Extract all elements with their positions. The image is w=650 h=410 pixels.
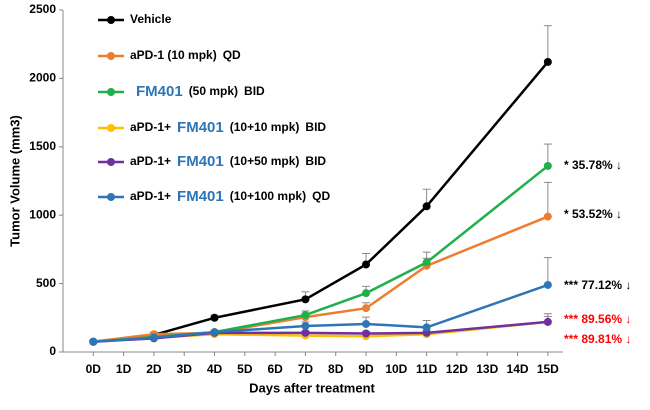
- point: [301, 311, 310, 320]
- point: [422, 328, 431, 337]
- point: [422, 323, 431, 332]
- x-tick-label: 0D: [86, 362, 102, 376]
- legend-marker: [107, 158, 115, 166]
- y-tick-label: 500: [36, 276, 56, 290]
- x-tick-label: 14D: [507, 362, 529, 376]
- legend-label-part: aPD-1+: [130, 120, 171, 134]
- x-tick-label: 5D: [237, 362, 253, 376]
- legend-label-part: FM401: [177, 188, 224, 205]
- legend-label-part: QD: [312, 189, 330, 203]
- legend-label: aPD-1 (10 mpk) QD: [130, 48, 241, 62]
- legend-marker: [107, 88, 115, 96]
- legend-label: Vehicle: [130, 12, 172, 26]
- legend-label: aPD-1+ FM401 (10+50 mpk) BID: [130, 153, 326, 170]
- x-tick-label: 4D: [207, 362, 223, 376]
- x-tick-label: 2D: [146, 362, 162, 376]
- x-tick-label: 15D: [537, 362, 559, 376]
- point: [543, 161, 552, 170]
- x-tick-label: 9D: [358, 362, 374, 376]
- error-bar: [543, 25, 552, 62]
- point: [301, 295, 310, 304]
- x-tick-label: 3D: [177, 362, 193, 376]
- annotation: * 35.78% ↓: [564, 158, 622, 172]
- legend-label-part: (50 mpk): [189, 84, 238, 98]
- legend-marker: [107, 16, 115, 24]
- legend-label-part: aPD-1+: [130, 189, 171, 203]
- legend-label: aPD-1+ FM401 (10+100 mpk) QD: [130, 188, 330, 205]
- x-tick-label: 13D: [476, 362, 498, 376]
- annotation: *** 89.56% ↓: [564, 312, 631, 326]
- y-tick-label: 1500: [29, 139, 56, 153]
- legend-marker: [107, 124, 115, 132]
- annotation: *** 89.81% ↓: [564, 332, 631, 346]
- legend-label-part: BID: [305, 120, 326, 134]
- x-tick-label: 8D: [328, 362, 344, 376]
- y-tick-label: 2500: [29, 2, 56, 16]
- x-tick-label: 6D: [267, 362, 283, 376]
- legend-label-part: (10+100 mpk): [230, 189, 306, 203]
- x-axis-title: Days after treatment: [249, 380, 375, 395]
- x-tick-label: 1D: [116, 362, 132, 376]
- legend-label-part: Vehicle: [130, 12, 172, 26]
- point: [210, 328, 219, 337]
- y-axis-title: Tumor Volume (mm3): [7, 115, 22, 247]
- point: [149, 333, 158, 342]
- point: [543, 57, 552, 66]
- y-tick-label: 2000: [29, 71, 56, 85]
- point: [422, 258, 431, 267]
- point: [301, 322, 310, 331]
- annotation: *** 77.12% ↓: [564, 278, 631, 292]
- error-bar: [543, 181, 552, 217]
- legend-marker: [107, 193, 115, 201]
- legend-label: FM401 (50 mpk) BID: [136, 83, 265, 100]
- point: [362, 260, 371, 269]
- legend-label-part: QD: [223, 48, 241, 62]
- legend-marker: [107, 52, 115, 60]
- legend-label-part: aPD-1 (10 mpk): [130, 48, 217, 62]
- point: [543, 212, 552, 221]
- legend-label-part: (10+50 mpk): [230, 154, 300, 168]
- point: [362, 304, 371, 313]
- x-tick-label: 12D: [446, 362, 468, 376]
- legend-label-part: BID: [244, 84, 265, 98]
- point: [543, 280, 552, 289]
- legend-label-part: BID: [305, 154, 326, 168]
- point: [89, 337, 98, 346]
- legend-label-part: aPD-1+: [130, 154, 171, 168]
- annotation: * 53.52% ↓: [564, 207, 622, 221]
- legend-label-part: FM401: [136, 83, 183, 100]
- legend-label: aPD-1+ FM401 (10+10 mpk) BID: [130, 119, 326, 136]
- point: [362, 329, 371, 338]
- point: [543, 317, 552, 326]
- x-tick-label: 7D: [298, 362, 314, 376]
- point: [362, 319, 371, 328]
- point: [362, 289, 371, 298]
- x-tick-label: 10D: [385, 362, 407, 376]
- point: [301, 328, 310, 337]
- legend-label-part: FM401: [177, 119, 224, 136]
- error-bar: [543, 257, 552, 285]
- y-tick-label: 1000: [29, 207, 56, 221]
- y-tick-label: 0: [49, 344, 56, 358]
- legend-label-part: (10+10 mpk): [230, 120, 300, 134]
- point: [422, 202, 431, 211]
- series-line: [93, 215, 549, 343]
- point: [210, 313, 219, 322]
- legend-label-part: FM401: [177, 153, 224, 170]
- x-tick-label: 11D: [416, 362, 438, 376]
